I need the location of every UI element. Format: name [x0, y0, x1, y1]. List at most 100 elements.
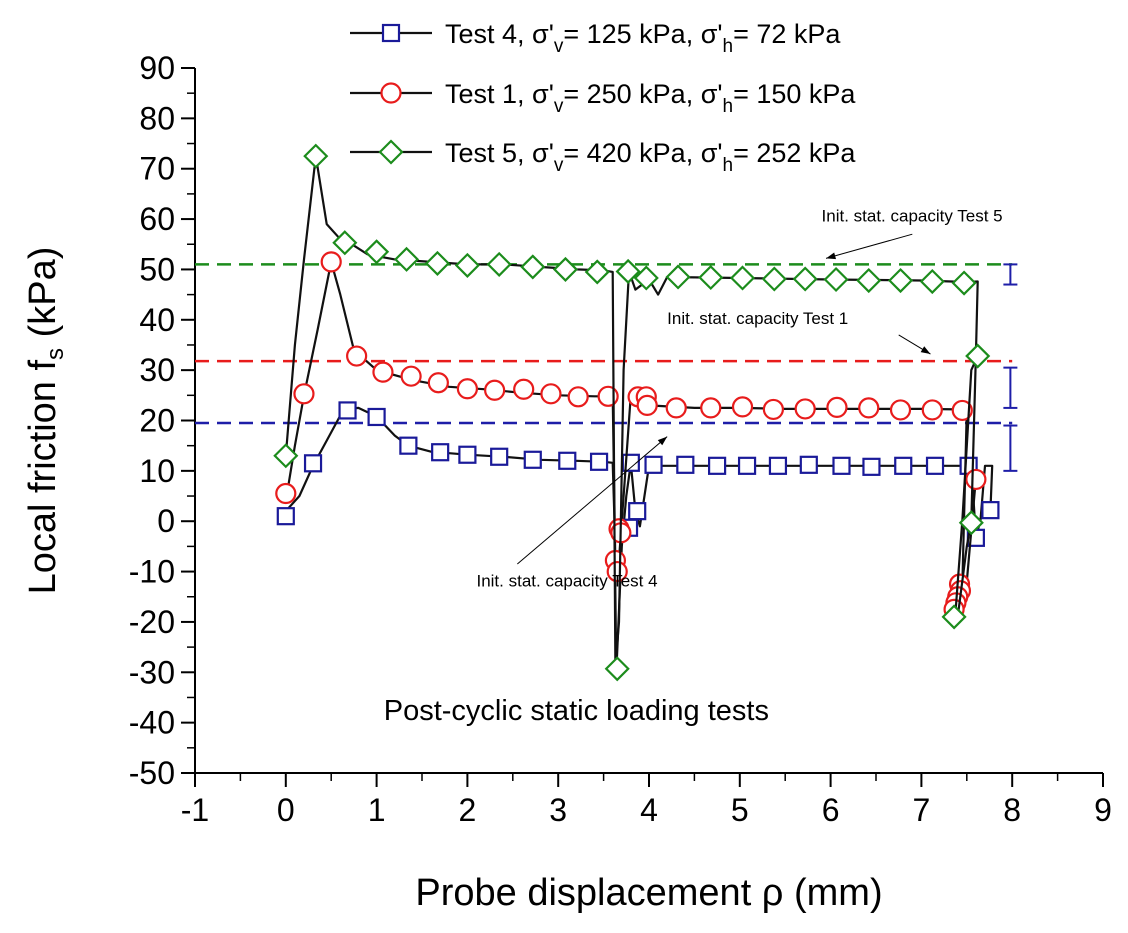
annotation-arrowhead [826, 252, 837, 260]
data-point-circle [456, 378, 478, 400]
data-point-square [490, 447, 509, 466]
data-point-circle [762, 398, 784, 421]
legend-entry-1: Test 4, σ'v= 125 kPa, σ'h= 72 kPa [350, 19, 841, 57]
data-point-diamond [520, 254, 546, 280]
y-tick-label: 70 [139, 151, 175, 187]
data-point-square [676, 455, 695, 474]
data-point-square [523, 450, 542, 469]
y-tick-label: 30 [139, 352, 175, 388]
annotation-arrow [517, 436, 668, 565]
data-point-diamond [332, 230, 358, 256]
x-axis-title: Probe displacement ρ (mm) [415, 872, 882, 914]
data-point-diamond [394, 246, 420, 272]
data-point-circle [293, 383, 315, 405]
y-tick-label: 20 [139, 403, 175, 439]
data-point-circle [540, 383, 562, 405]
data-point-square [431, 443, 450, 462]
annotation-label: Init. stat. capacity Test 4 [476, 572, 657, 591]
axes: -1 0 1 2 3 4 5 6 7 8 9-50-40-30-20-100102030405060… [129, 50, 1112, 828]
annotation-label: Init. stat. capacity Test 5 [822, 207, 1003, 226]
data-point-square [862, 457, 881, 476]
data-series [273, 143, 1000, 682]
series-1 [276, 401, 1000, 674]
data-point-square [367, 407, 386, 427]
legend-entry-3: Test 5, σ'v= 420 kPa, σ'h= 252 kPa [350, 138, 856, 176]
data-point-diamond [698, 264, 724, 291]
data-point-circle [597, 385, 619, 407]
data-point-diamond [303, 143, 329, 169]
annotations: Init. stat. capacity Test 5 Init. stat. c… [476, 207, 1002, 591]
legend-text-part: = 72 kPa [733, 19, 841, 49]
data-point-square [737, 456, 757, 475]
series-line [284, 260, 978, 614]
x-tick-label: -1 [181, 792, 209, 828]
data-point-diamond [552, 256, 579, 282]
x-tick-label: 1 [368, 792, 386, 828]
inside-title: Post-cyclic static loading tests [384, 695, 769, 727]
series-line [284, 406, 994, 674]
legend-subscript-h: h [723, 155, 734, 176]
annotation-arrowhead [657, 436, 668, 446]
data-point-square [768, 456, 788, 475]
data-point-diamond [486, 251, 512, 277]
data-point-circle [513, 378, 535, 400]
data-point-circle [700, 397, 722, 419]
x-tick-label: 9 [1094, 792, 1112, 828]
data-point-diamond [665, 264, 691, 290]
data-point-circle [567, 386, 589, 408]
legend-subscript-v: v [554, 36, 564, 57]
legend-text-part: = 125 kPa, σ' [563, 19, 722, 49]
data-point-square [832, 456, 851, 475]
legend-text-part: Test 1, σ' [445, 79, 554, 109]
error-bars [1003, 263, 1018, 472]
legend-subscript-h: h [723, 36, 734, 57]
data-point-circle [346, 345, 368, 367]
data-point-diamond [792, 266, 818, 292]
legend-subscript-v: v [554, 96, 564, 117]
y-tick-label: 50 [139, 251, 175, 287]
data-point-diamond [584, 259, 610, 285]
x-tick-label: 8 [1003, 792, 1021, 828]
data-point-circle [380, 82, 402, 104]
legend-text-part: Test 4, σ' [445, 19, 554, 49]
data-point-circle [427, 372, 449, 394]
data-point-square [628, 502, 647, 521]
annotation-arrow [825, 233, 913, 259]
data-point-circle [951, 399, 973, 422]
y-tick-label: 60 [139, 201, 175, 237]
data-point-circle [275, 482, 297, 505]
y-axis-title-subscript: s [42, 348, 69, 360]
legend-text-part: = 250 kPa, σ' [563, 79, 722, 109]
data-point-circle [484, 379, 506, 401]
data-point-circle [320, 251, 342, 273]
data-point-square [381, 23, 401, 43]
annotation-label: Init. stat. capacity Test 1 [667, 309, 848, 328]
series-2 [275, 251, 987, 620]
data-point-square [458, 445, 477, 464]
data-point-diamond [364, 239, 390, 265]
data-point-diamond [604, 656, 630, 682]
y-axis-title: Local friction fs (kPa) [22, 247, 69, 595]
data-point-diamond [887, 267, 914, 294]
data-point-square [644, 455, 663, 474]
x-tick-label: 0 [277, 792, 295, 828]
data-point-diamond [823, 266, 849, 293]
data-point-circle [606, 560, 628, 583]
data-point-circle [858, 397, 880, 419]
data-point-square [589, 452, 609, 471]
data-point-diamond [729, 265, 756, 291]
x-tick-label: 6 [822, 792, 840, 828]
x-tick-label: 4 [640, 792, 658, 828]
data-point-circle [372, 361, 394, 383]
data-point-diamond [965, 343, 991, 369]
y-tick-label: -30 [129, 654, 175, 690]
y-tick-label: 80 [139, 100, 175, 136]
y-tick-label: 40 [139, 302, 175, 338]
data-point-square [338, 401, 357, 420]
data-point-diamond [615, 258, 641, 284]
data-point-square [558, 451, 577, 470]
data-point-square [707, 456, 727, 475]
data-point-square [981, 501, 1000, 520]
data-point-diamond [919, 268, 945, 295]
